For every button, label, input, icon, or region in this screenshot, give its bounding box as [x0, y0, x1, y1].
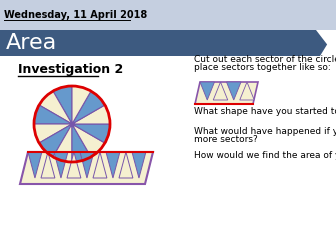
Wedge shape	[34, 124, 72, 143]
Polygon shape	[93, 152, 107, 178]
Text: Investigation 2: Investigation 2	[18, 64, 123, 77]
Polygon shape	[132, 152, 146, 178]
Polygon shape	[54, 152, 68, 178]
Wedge shape	[72, 86, 91, 124]
Polygon shape	[213, 82, 228, 100]
Polygon shape	[226, 82, 241, 100]
Polygon shape	[28, 152, 42, 178]
Text: Wednesday, 11 April 2018: Wednesday, 11 April 2018	[4, 10, 147, 20]
Wedge shape	[39, 124, 72, 157]
Text: place sectors together like so:: place sectors together like so:	[194, 62, 331, 72]
Polygon shape	[316, 30, 336, 56]
Wedge shape	[53, 86, 72, 124]
Text: Area: Area	[6, 33, 57, 53]
Polygon shape	[80, 152, 94, 178]
Polygon shape	[20, 152, 153, 184]
Polygon shape	[41, 152, 55, 178]
Wedge shape	[72, 105, 110, 124]
Text: What would have happened if you cut th...: What would have happened if you cut th..…	[194, 128, 336, 137]
Wedge shape	[72, 91, 105, 124]
Wedge shape	[72, 124, 105, 157]
Text: more sectors?: more sectors?	[194, 136, 258, 144]
Polygon shape	[67, 152, 81, 178]
Text: Cut out each sector of the circle and: Cut out each sector of the circle and	[194, 54, 336, 64]
Polygon shape	[0, 30, 336, 56]
Wedge shape	[34, 105, 72, 124]
Polygon shape	[240, 82, 254, 100]
Polygon shape	[106, 152, 120, 178]
Wedge shape	[72, 124, 91, 162]
Wedge shape	[53, 124, 72, 162]
Polygon shape	[119, 152, 133, 178]
Text: How would we find the area of your new...: How would we find the area of your new..…	[194, 151, 336, 161]
Polygon shape	[195, 82, 258, 104]
Wedge shape	[39, 91, 72, 124]
Text: What shape have you started to create?: What shape have you started to create?	[194, 108, 336, 116]
FancyBboxPatch shape	[0, 0, 336, 30]
Polygon shape	[200, 82, 214, 100]
Wedge shape	[72, 124, 110, 143]
